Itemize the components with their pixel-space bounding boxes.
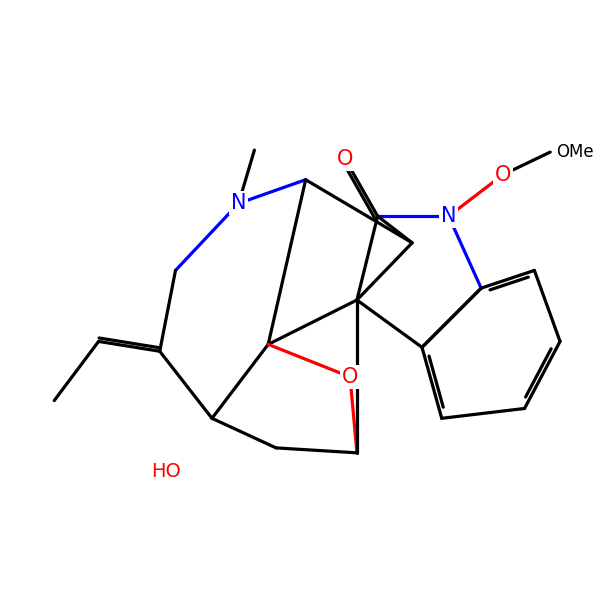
Text: N: N <box>231 193 247 214</box>
Text: OMe: OMe <box>556 143 594 161</box>
Text: N: N <box>231 193 247 214</box>
Text: O: O <box>342 367 358 387</box>
Text: N: N <box>441 206 457 226</box>
Text: O: O <box>337 149 353 169</box>
Text: O: O <box>494 165 511 185</box>
Text: HO: HO <box>151 462 181 481</box>
Text: N: N <box>441 206 457 226</box>
